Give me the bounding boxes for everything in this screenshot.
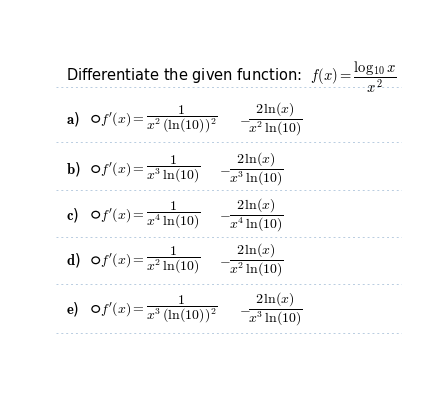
Text: $-$: $-$ — [240, 112, 251, 126]
Text: $f'(x) =$: $f'(x) =$ — [100, 300, 145, 318]
Text: $\mathbf{d}$): $\mathbf{d}$) — [66, 251, 81, 269]
Text: $\dfrac{2\,\mathrm{ln}(x)}{x^3\,\mathrm{ln}(10)}$: $\dfrac{2\,\mathrm{ln}(x)}{x^3\,\mathrm{… — [229, 150, 284, 188]
Text: $f'(x) =$: $f'(x) =$ — [100, 251, 145, 269]
Text: $\dfrac{1}{x^2\,(\mathrm{ln}(10))^2}$: $\dfrac{1}{x^2\,(\mathrm{ln}(10))^2}$ — [146, 103, 218, 135]
Text: $\dfrac{1}{x^3\,\mathrm{ln}(10)}$: $\dfrac{1}{x^3\,\mathrm{ln}(10)}$ — [146, 153, 201, 185]
Text: $\dfrac{2\,\mathrm{ln}(x)}{x^2\,\mathrm{ln}(10)}$: $\dfrac{2\,\mathrm{ln}(x)}{x^2\,\mathrm{… — [229, 241, 284, 279]
Text: $f'(x) =$: $f'(x) =$ — [100, 110, 145, 128]
Text: $\dfrac{2\,\mathrm{ln}(x)}{x^2\,\mathrm{ln}(10)}$: $\dfrac{2\,\mathrm{ln}(x)}{x^2\,\mathrm{… — [248, 100, 303, 138]
Text: $\mathbf{e}$): $\mathbf{e}$) — [66, 300, 80, 318]
Text: $f'(x) =$: $f'(x) =$ — [100, 160, 145, 178]
Text: $\mathbf{b}$): $\mathbf{b}$) — [66, 160, 81, 178]
Text: $\dfrac{1}{x^3\,(\mathrm{ln}(10))^2}$: $\dfrac{1}{x^3\,(\mathrm{ln}(10))^2}$ — [146, 293, 218, 325]
Text: Differentiate the given function:  $f(x) = \dfrac{\log_{10} x}{x^2}$: Differentiate the given function: $f(x) … — [66, 60, 397, 96]
Text: $\dfrac{1}{x^2\,\mathrm{ln}(10)}$: $\dfrac{1}{x^2\,\mathrm{ln}(10)}$ — [146, 245, 201, 276]
Text: $-$: $-$ — [240, 302, 251, 316]
Text: $\dfrac{2\,\mathrm{ln}(x)}{x^4\,\mathrm{ln}(10)}$: $\dfrac{2\,\mathrm{ln}(x)}{x^4\,\mathrm{… — [229, 196, 284, 233]
Text: $-$: $-$ — [219, 208, 230, 222]
Text: $\mathbf{a}$): $\mathbf{a}$) — [66, 110, 80, 128]
Text: $-$: $-$ — [219, 253, 230, 267]
Text: $f'(x) =$: $f'(x) =$ — [100, 206, 145, 224]
Text: $\mathbf{c}$): $\mathbf{c}$) — [66, 206, 79, 224]
Text: $\dfrac{2\,\mathrm{ln}(x)}{x^3\,\mathrm{ln}(10)}$: $\dfrac{2\,\mathrm{ln}(x)}{x^3\,\mathrm{… — [248, 290, 303, 328]
Text: $\dfrac{1}{x^4\,\mathrm{ln}(10)}$: $\dfrac{1}{x^4\,\mathrm{ln}(10)}$ — [146, 199, 201, 231]
Text: $-$: $-$ — [219, 162, 230, 176]
